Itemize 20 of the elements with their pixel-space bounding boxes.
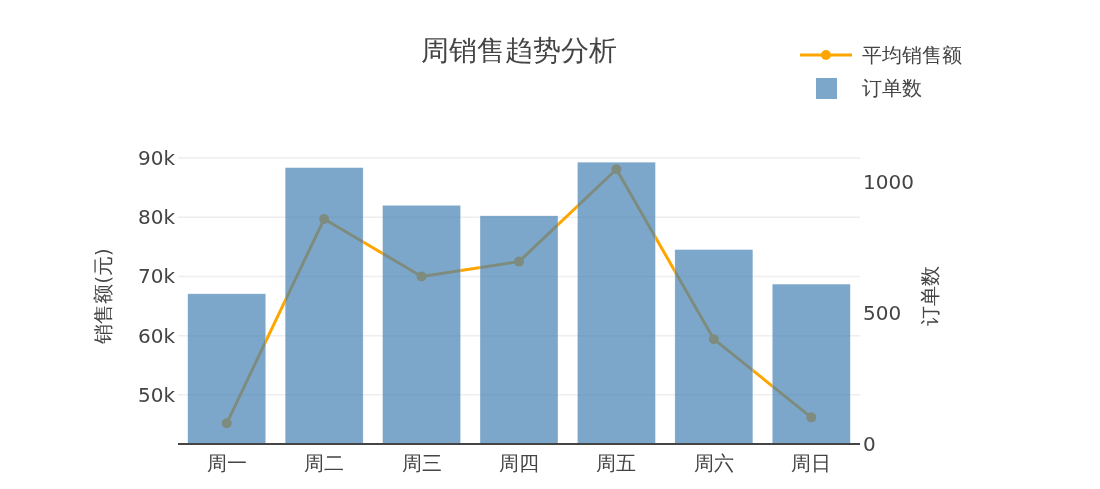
x-tick-label: 周日 <box>791 451 832 475</box>
y2-tick-label: 500 <box>863 301 902 326</box>
y-axis-title: 销售额(元) <box>91 248 115 345</box>
y-tick-label: 50k <box>137 382 176 407</box>
x-tick-label: 周四 <box>499 451 539 475</box>
chart-title: 周销售趋势分析 <box>421 34 617 67</box>
x-tick-label: 周五 <box>596 451 637 475</box>
y2-tick-label: 0 <box>863 432 876 456</box>
y-tick-label: 60k <box>137 323 176 348</box>
y2-axis-title: 订单数 <box>918 266 942 326</box>
y-tick-label: 70k <box>137 264 176 289</box>
y2-tick-label: 1000 <box>863 170 914 195</box>
x-tick-label: 周六 <box>693 451 734 475</box>
x-tick-label: 周二 <box>304 451 345 475</box>
x-tick-label: 周三 <box>401 451 442 475</box>
y-tick-label: 90k <box>137 146 176 170</box>
legend-label: 平均销售额 <box>862 43 962 67</box>
x-tick-label: 周一 <box>206 451 247 475</box>
legend-label: 订单数 <box>862 76 922 100</box>
y-tick-label: 80k <box>137 205 176 230</box>
